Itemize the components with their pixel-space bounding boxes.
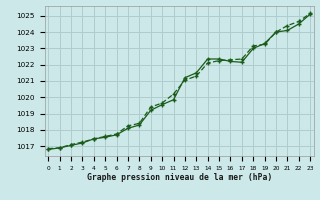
X-axis label: Graphe pression niveau de la mer (hPa): Graphe pression niveau de la mer (hPa) bbox=[87, 174, 272, 183]
